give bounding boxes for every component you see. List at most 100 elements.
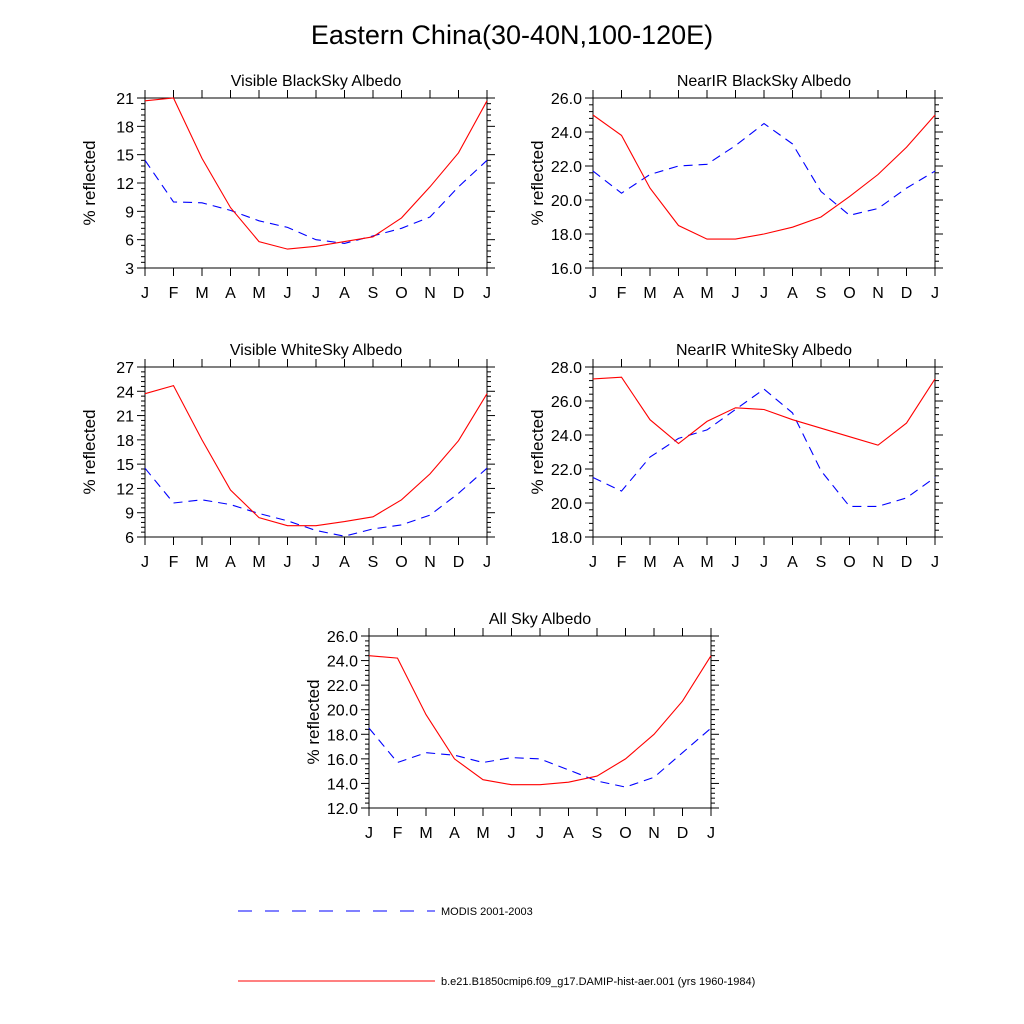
x-tick-label: A	[787, 285, 798, 302]
x-tick-label: M	[195, 554, 208, 571]
plot-frame	[592, 366, 936, 538]
y-tick-label: 24.0	[551, 428, 582, 445]
modis-series-line	[592, 122, 936, 216]
chart-panel-4: NearIR WhiteSky Albedo % reflected 18.0 20.…	[528, 342, 943, 571]
x-tick-label: J	[312, 554, 320, 571]
chart-title: Visible WhiteSky Albedo	[230, 342, 402, 359]
x-tick-label: F	[169, 554, 179, 571]
x-tick-label: J	[284, 554, 292, 571]
x-tick-label: O	[843, 285, 855, 302]
x-tick-label: F	[169, 285, 179, 302]
x-tick-label: F	[617, 285, 627, 302]
x-tick-label: J	[365, 825, 373, 842]
x-tick-label: J	[707, 825, 715, 842]
legend-label-1: MODIS 2001-2003	[441, 906, 533, 918]
y-tick-label: 22.0	[551, 159, 582, 176]
modis-series-line	[144, 159, 488, 244]
y-tick-label: 6	[125, 530, 134, 547]
y-tick-label: 15	[116, 457, 134, 474]
x-tick-label: O	[619, 825, 631, 842]
x-tick-label: J	[589, 285, 597, 302]
y-tick-label: 22.0	[327, 678, 358, 695]
y-tick-label: 9	[125, 204, 134, 221]
x-tick-label: A	[339, 285, 350, 302]
y-tick-label: 26.0	[551, 394, 582, 411]
x-tick-label: O	[395, 285, 407, 302]
chart-title: NearIR BlackSky Albedo	[677, 73, 851, 90]
model-series-line	[592, 114, 936, 240]
x-tick-label: J	[931, 285, 939, 302]
y-tick-label: 18	[116, 119, 134, 136]
x-tick-label: A	[339, 554, 350, 571]
x-tick-label: S	[592, 825, 603, 842]
x-tick-label: D	[677, 825, 689, 842]
y-tick-label: 26.0	[551, 91, 582, 108]
y-axis-label: % reflected	[528, 409, 547, 494]
plot-frame	[144, 366, 488, 538]
y-tick-label: 12	[116, 481, 134, 498]
x-tick-label: N	[872, 554, 884, 571]
y-tick-label: 3	[125, 261, 134, 278]
y-tick-label: 24.0	[551, 125, 582, 142]
x-tick-label: J	[589, 554, 597, 571]
y-tick-label: 18.0	[327, 727, 358, 744]
x-tick-label: J	[312, 285, 320, 302]
y-tick-label: 18.0	[551, 530, 582, 547]
x-tick-label: O	[395, 554, 407, 571]
y-tick-label: 20.0	[327, 703, 358, 720]
y-tick-label: 12.0	[327, 801, 358, 818]
model-series-line	[368, 655, 712, 786]
x-tick-label: A	[673, 285, 684, 302]
x-tick-label: A	[225, 285, 236, 302]
y-tick-label: 18.0	[551, 227, 582, 244]
y-tick-label: 22.0	[551, 462, 582, 479]
chart-panel-1: Visible BlackSky Albedo % reflected 3 6 9 12 1…	[80, 73, 495, 302]
x-tick-label: A	[225, 554, 236, 571]
x-tick-label: N	[424, 285, 436, 302]
x-tick-label: M	[252, 554, 265, 571]
x-tick-label: M	[700, 285, 713, 302]
x-tick-label: S	[816, 285, 827, 302]
y-axis-label: % reflected	[80, 409, 99, 494]
x-tick-label: M	[419, 825, 432, 842]
modis-series-line	[592, 388, 936, 507]
y-tick-label: 12	[116, 176, 134, 193]
chart-title: All Sky Albedo	[489, 611, 591, 628]
x-tick-label: J	[284, 285, 292, 302]
x-tick-label: J	[508, 825, 516, 842]
y-tick-label: 26.0	[327, 629, 358, 646]
y-tick-label: 9	[125, 506, 134, 523]
y-tick-label: 28.0	[551, 360, 582, 377]
y-tick-label: 16.0	[551, 261, 582, 278]
legend-label-2: b.e21.B1850cmip6.f09_g17.DAMIP-hist-aer.…	[441, 976, 755, 988]
modis-series-line	[368, 727, 712, 788]
x-tick-label: A	[673, 554, 684, 571]
x-tick-label: N	[648, 825, 660, 842]
y-tick-label: 6	[125, 233, 134, 250]
page-title: Eastern China(30-40N,100-120E)	[310, 20, 714, 50]
x-tick-label: J	[732, 554, 740, 571]
y-tick-label: 20.0	[551, 193, 582, 210]
y-tick-label: 15	[116, 148, 134, 165]
legend: MODIS 2001-2003 b.e21.B1850cmip6.f09_g17.…	[238, 906, 755, 988]
y-tick-label: 16.0	[327, 752, 358, 769]
x-tick-label: A	[787, 554, 798, 571]
model-series-line	[144, 97, 488, 250]
x-tick-label: M	[476, 825, 489, 842]
x-tick-label: N	[424, 554, 436, 571]
x-tick-label: J	[141, 285, 149, 302]
x-tick-label: M	[700, 554, 713, 571]
y-axis-label: % reflected	[304, 679, 323, 764]
x-tick-label: D	[453, 554, 465, 571]
y-tick-label: 21	[116, 409, 134, 426]
chart-panel-3: Visible WhiteSky Albedo % reflected 6 9 12 15…	[80, 342, 495, 571]
x-tick-label: J	[760, 285, 768, 302]
x-tick-label: S	[816, 554, 827, 571]
chart-panel-5: All Sky Albedo % reflected 12.0 14.0 16.0 18.…	[304, 611, 719, 842]
x-tick-label: J	[536, 825, 544, 842]
model-series-line	[144, 384, 488, 527]
x-tick-label: F	[617, 554, 627, 571]
x-tick-label: M	[195, 285, 208, 302]
y-tick-label: 21	[116, 91, 134, 108]
